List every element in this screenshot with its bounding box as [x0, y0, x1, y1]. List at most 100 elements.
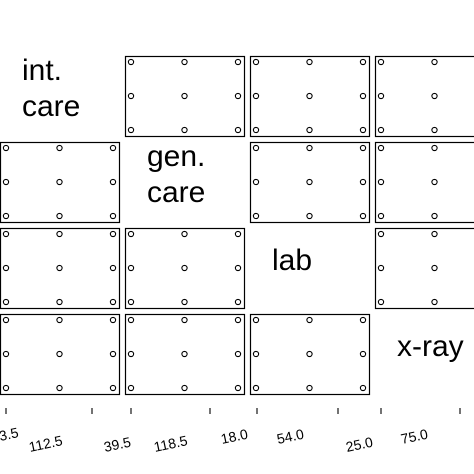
data-point: [252, 316, 260, 324]
panel-r1-c4: [374, 55, 474, 138]
data-point: [306, 58, 313, 66]
panel-r4-c3-frame: [249, 313, 371, 396]
data-point: [306, 126, 313, 134]
panel-r4-c1: [0, 313, 121, 396]
data-point: [377, 178, 385, 186]
data-point: [306, 316, 313, 324]
data-point: [127, 298, 135, 306]
panel-r2-c1: [0, 141, 121, 224]
data-point: [127, 384, 135, 392]
data-point: [127, 264, 135, 272]
data-point: [56, 298, 63, 306]
data-point: [431, 264, 438, 272]
panel-r3-c4: [374, 227, 474, 310]
data-point: [181, 264, 188, 272]
data-point: [234, 384, 242, 392]
data-point: [359, 144, 367, 152]
data-point: [181, 230, 188, 238]
data-point: [234, 350, 242, 358]
data-point: [181, 126, 188, 134]
data-point: [2, 144, 10, 152]
data-point: [431, 298, 438, 306]
data-point: [234, 316, 242, 324]
data-point: [359, 212, 367, 220]
data-point: [127, 350, 135, 358]
data-point: [127, 230, 135, 238]
data-point: [234, 230, 242, 238]
x-axis: 113.5 112.5 39.5 118.5 18.0 54.0 25.0 75.0: [0, 408, 461, 455]
data-point: [2, 350, 10, 358]
data-point: [2, 316, 10, 324]
data-point: [109, 178, 117, 186]
data-point: [306, 384, 313, 392]
data-point: [2, 298, 10, 306]
data-point: [431, 144, 438, 152]
panel-r2-c4: [374, 141, 474, 224]
data-point: [306, 178, 313, 186]
panel-r1-c4-frame: [374, 55, 474, 138]
panel-r1-c3-frame: [249, 55, 371, 138]
panel-r3-c2: [124, 227, 246, 310]
panel-r2-c3: [249, 141, 371, 224]
data-point: [2, 178, 10, 186]
data-point: [306, 212, 313, 220]
data-point: [181, 298, 188, 306]
data-point: [377, 144, 385, 152]
data-point: [181, 384, 188, 392]
data-point: [56, 264, 63, 272]
data-point: [306, 92, 313, 100]
data-point: [377, 212, 385, 220]
data-point: [127, 92, 135, 100]
data-point: [56, 144, 63, 152]
variable-label-int-line-1: int.: [22, 54, 62, 87]
x-tick-label-4: 118.5: [152, 432, 189, 455]
data-point: [252, 126, 260, 134]
variable-label-int-line-2: care: [22, 90, 80, 123]
data-point: [181, 58, 188, 66]
panel-r4-c3: [249, 313, 371, 396]
panel-r3-c4-frame: [374, 227, 474, 310]
data-point: [359, 126, 367, 134]
data-point: [234, 298, 242, 306]
data-point: [56, 178, 63, 186]
x-tick-label-1: 113.5: [0, 424, 20, 447]
data-point: [109, 298, 117, 306]
data-point: [234, 58, 242, 66]
data-point: [2, 230, 10, 238]
data-point: [431, 58, 438, 66]
x-tick-label-6: 54.0: [275, 426, 305, 447]
data-point: [377, 298, 385, 306]
data-point: [431, 126, 438, 134]
data-point: [56, 212, 63, 220]
data-point: [127, 316, 135, 324]
data-point: [127, 58, 135, 66]
panel-r1-c2: [124, 55, 246, 138]
data-point: [109, 384, 117, 392]
data-point: [359, 92, 367, 100]
data-point: [252, 178, 260, 186]
x-tick-label-8: 75.0: [399, 426, 429, 447]
data-point: [252, 384, 260, 392]
panel-r2-c4-frame: [374, 141, 474, 224]
panels-layer: [0, 55, 474, 396]
data-point: [109, 212, 117, 220]
panel-r3-c1: [0, 227, 121, 310]
x-tick-label-2: 112.5: [27, 432, 64, 455]
data-point: [359, 178, 367, 186]
data-point: [377, 264, 385, 272]
panel-r4-c2: [124, 313, 246, 396]
data-point: [252, 212, 260, 220]
data-point: [109, 316, 117, 324]
data-point: [431, 230, 438, 238]
data-point: [181, 350, 188, 358]
data-point: [377, 92, 385, 100]
panel-r1-c3: [249, 55, 371, 138]
data-point: [431, 92, 438, 100]
panel-r3-c1-frame: [0, 227, 121, 310]
data-point: [359, 384, 367, 392]
data-point: [2, 212, 10, 220]
data-point: [306, 144, 313, 152]
data-point: [359, 350, 367, 358]
